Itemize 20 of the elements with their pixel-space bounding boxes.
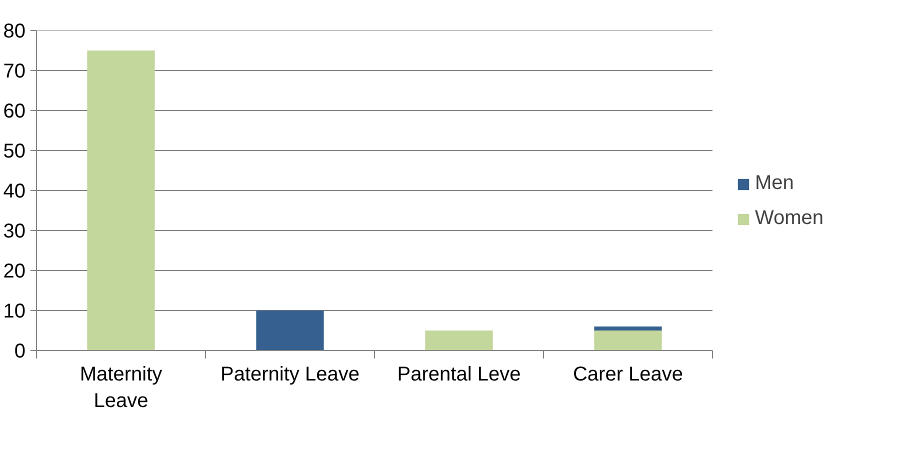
y-tick-label: 50 (3, 140, 26, 162)
x-tick-label: Carer Leave (572, 364, 684, 386)
bar (594, 326, 662, 330)
bar (87, 50, 155, 350)
legend-label: Women (755, 207, 824, 230)
legend-label: Men (755, 172, 794, 195)
bar (256, 310, 324, 350)
bar (425, 330, 493, 350)
x-tick-label: Paternity Leave (220, 364, 360, 386)
y-tick-label: 40 (3, 180, 26, 202)
y-tick-label: 70 (3, 60, 26, 82)
y-tick-label: 80 (3, 20, 26, 42)
bar (594, 330, 662, 350)
y-tick-label: 30 (3, 220, 26, 242)
y-tick-label: 20 (3, 260, 26, 282)
y-tick-label: 60 (3, 100, 26, 122)
y-tick-label: 10 (3, 300, 26, 322)
x-tick-label: Parental Leve (397, 364, 521, 386)
x-tick-label: Maternity Leave (80, 364, 162, 412)
y-tick-label: 0 (14, 340, 26, 362)
